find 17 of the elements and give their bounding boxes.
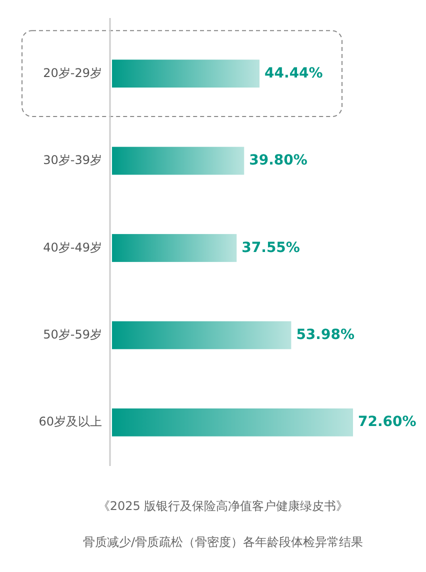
y-tick-label: 20岁-29岁 [43, 66, 102, 80]
bar [112, 234, 237, 262]
data-label: 44.44% [264, 65, 323, 82]
bar [112, 60, 260, 88]
text: 骨质减少/骨质疏松（骨密度）各年龄段体检异常结果 [82, 535, 364, 549]
y-tick-label: 30岁-39岁 [43, 153, 102, 168]
bar [112, 146, 244, 175]
data-label: 37.55% [242, 240, 300, 256]
y-tick-label: 40岁-49岁 [43, 240, 102, 254]
text: 《2025 版银行及保险高净值客户健康绿皮书》 [98, 499, 348, 513]
y-tick-label: 50岁-59岁 [43, 327, 102, 342]
y-tick-label: 60岁及以上 [38, 414, 102, 429]
bar [112, 408, 353, 436]
data-label: 53.98% [296, 327, 354, 344]
bar [112, 321, 292, 350]
data-label: 72.60% [358, 414, 416, 430]
data-label: 39.80% [249, 152, 308, 169]
